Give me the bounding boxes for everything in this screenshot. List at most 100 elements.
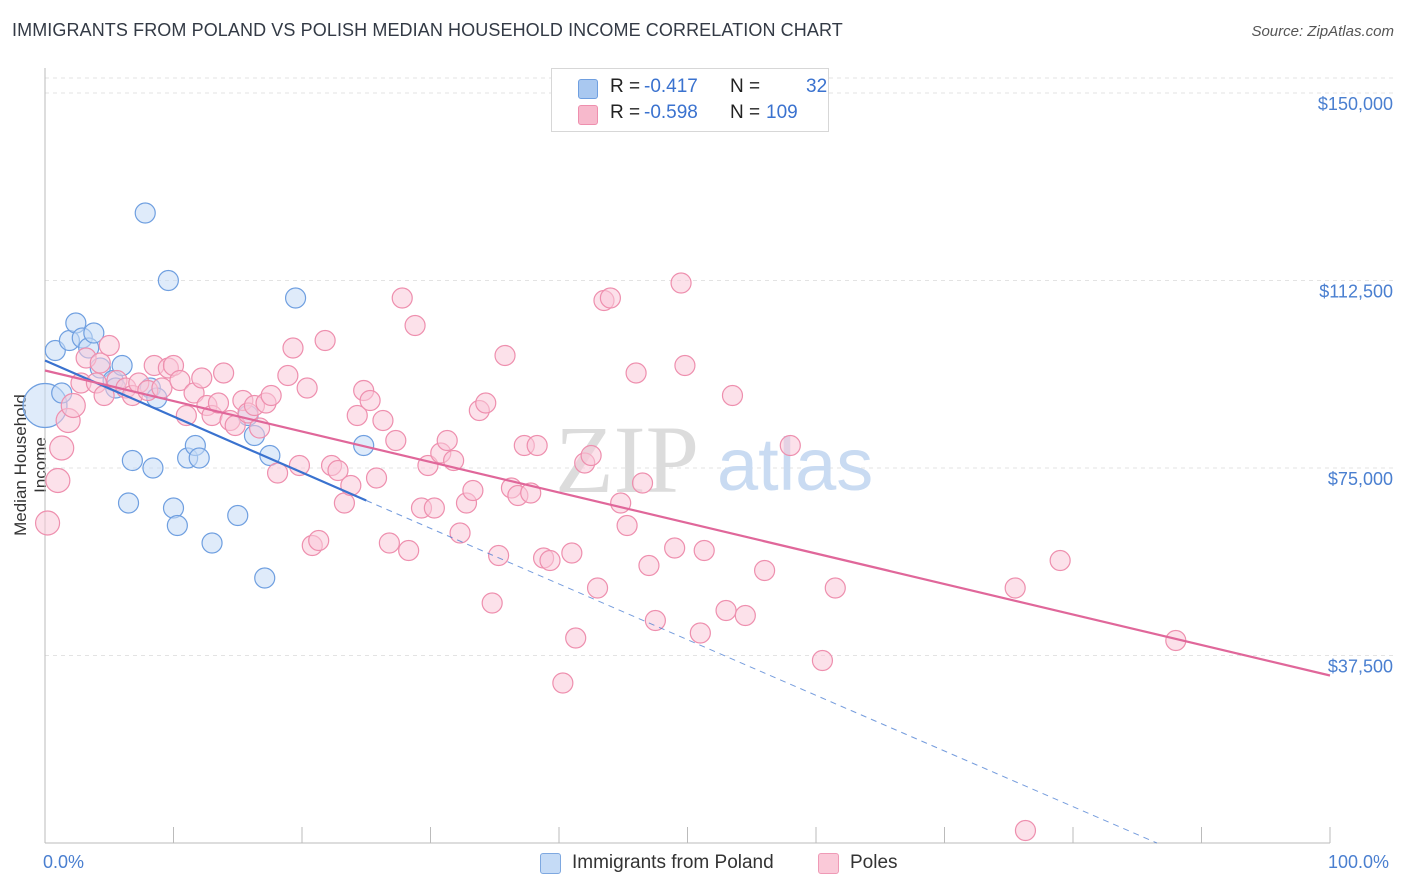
point-poles <box>423 497 445 519</box>
point-poles <box>481 592 503 614</box>
legend-swatch-poland <box>540 853 561 874</box>
legend-r-value: -0.417 <box>644 76 698 97</box>
point-poles <box>260 384 282 407</box>
point-poland <box>188 447 210 469</box>
data-points <box>22 202 1187 842</box>
point-poles <box>526 434 548 457</box>
point-poles <box>151 377 173 399</box>
point-poles <box>398 539 420 562</box>
point-poles <box>296 377 318 399</box>
point-poles <box>282 337 304 359</box>
point-poland <box>162 497 185 519</box>
point-poles <box>34 510 61 536</box>
point-poles <box>734 604 756 627</box>
point-poland <box>254 567 276 589</box>
point-poles <box>638 554 660 577</box>
point-poles <box>1004 577 1026 599</box>
point-poles <box>314 329 336 352</box>
legend-swatch-poland <box>578 79 598 99</box>
watermark-atlas: atlas <box>717 423 873 506</box>
point-poles <box>327 459 349 482</box>
point-poles <box>693 539 715 562</box>
point-poland <box>142 457 164 479</box>
legend-n-label: N = <box>730 76 761 97</box>
legend-n-value: 32 <box>806 76 828 97</box>
axes <box>44 68 1331 844</box>
point-poland <box>157 269 179 292</box>
point-poles <box>599 287 622 309</box>
point-poles <box>586 577 609 599</box>
point-poles <box>1014 819 1037 842</box>
point-poles <box>824 577 846 599</box>
point-poland <box>166 514 188 537</box>
point-poles <box>689 622 711 644</box>
point-poles <box>378 532 400 554</box>
point-poles <box>365 467 388 489</box>
legend-n-value: 109 <box>766 102 798 123</box>
point-poles <box>625 362 647 384</box>
legend-label-poland: Immigrants from Poland <box>572 852 774 873</box>
point-poles <box>49 435 75 461</box>
point-poles <box>644 609 666 632</box>
point-poles <box>561 542 583 564</box>
trend-lines <box>44 359 1331 844</box>
watermark: ZIP atlas <box>555 406 873 513</box>
chart-title: IMMIGRANTS FROM POLAND VS POLISH MEDIAN … <box>12 20 843 40</box>
point-poles <box>98 334 120 357</box>
point-poles <box>169 369 191 392</box>
point-poland <box>121 449 143 472</box>
point-poles <box>631 472 654 494</box>
y-tick-labels: $37,500 $75,000 $112,500 $150,000 <box>1318 94 1393 677</box>
y-tick-label: $112,500 <box>1319 282 1393 302</box>
point-poles <box>340 474 362 497</box>
legend-row-poles: R = -0.598 N = 109 <box>552 102 828 128</box>
point-poles <box>308 529 330 552</box>
point-poles <box>288 454 311 477</box>
point-poles <box>207 392 230 414</box>
point-poles <box>811 649 834 672</box>
legend-label-poles: Poles <box>850 852 898 873</box>
y-tick-label: $37,500 <box>1328 657 1393 677</box>
y-tick-label: $75,000 <box>1328 469 1393 489</box>
point-poles <box>1049 549 1071 572</box>
point-poles <box>580 444 602 467</box>
legend-swatch-poles <box>818 853 839 874</box>
point-poles <box>715 599 737 622</box>
point-poles <box>565 627 587 649</box>
point-poles <box>462 479 484 502</box>
point-poles <box>494 344 516 367</box>
point-poles <box>670 272 692 294</box>
point-poles <box>191 367 213 389</box>
x-tick-label-min: 0.0% <box>43 852 85 872</box>
point-poles <box>616 514 638 537</box>
point-poles <box>552 672 574 694</box>
point-poles <box>539 549 561 572</box>
point-poland <box>134 202 156 224</box>
point-poles <box>45 467 71 494</box>
point-poles <box>391 287 413 309</box>
trend-extension-poland <box>366 500 1158 844</box>
point-poland <box>284 287 307 309</box>
legend-r-label: R = <box>610 102 641 123</box>
point-poland <box>201 532 223 554</box>
point-poles <box>475 392 497 414</box>
legend-row-poland: R = -0.417 N = 32 <box>552 76 828 102</box>
x-tick-label-max: 100.0% <box>1328 852 1390 872</box>
trend-line-poles <box>44 369 1331 677</box>
point-poland <box>117 492 140 514</box>
point-poles <box>60 392 86 419</box>
point-poles <box>372 409 394 432</box>
gridlines <box>45 77 1395 656</box>
source-credit: Source: ZipAtlas.com <box>1251 23 1394 40</box>
point-poles <box>610 492 632 514</box>
correlation-legend: R = -0.417 N = 32 R = -0.598 N = 109 <box>551 68 829 132</box>
point-poles <box>674 354 696 377</box>
point-poles <box>404 314 426 337</box>
point-poland <box>227 504 249 527</box>
legend-r-label: R = <box>610 76 641 97</box>
point-poles <box>779 434 801 457</box>
point-poles <box>436 429 458 452</box>
y-tick-label: $150,000 <box>1318 94 1393 114</box>
point-poles <box>385 429 407 452</box>
legend-n-label: N = <box>730 102 761 123</box>
